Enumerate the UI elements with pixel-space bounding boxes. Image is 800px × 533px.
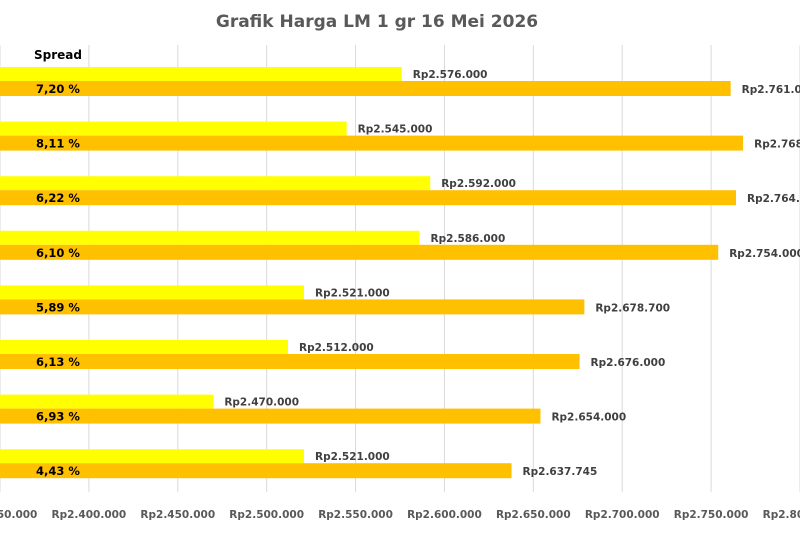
- bar-series-2: [0, 408, 541, 424]
- data-label-series-1: Rp2.592.000: [441, 178, 516, 190]
- bars: [0, 67, 744, 479]
- spread-header: Spread: [34, 48, 82, 62]
- spread-label: 6,22 %: [36, 191, 80, 205]
- spread-label: 7,20 %: [36, 82, 80, 96]
- spread-label: 6,93 %: [36, 410, 80, 424]
- bar-series-2: [0, 190, 736, 206]
- data-label-series-2: Rp2.654.000: [551, 412, 626, 424]
- bar-series-2: [0, 135, 744, 151]
- data-label-series-1: Rp2.545.000: [358, 124, 433, 136]
- bar-series-2: [0, 244, 719, 260]
- x-tick-label: Rp2.450.000: [140, 509, 215, 521]
- spread-labels: 7,20 % 8,11 % 6,22 % 6,10 % 5,89 % 6,13 % 6,93…: [36, 82, 80, 478]
- bar-series-1: [0, 230, 420, 245]
- x-tick-label: Rp2.700.000: [585, 509, 660, 521]
- bar-series-1: [0, 394, 214, 409]
- bar-series-1: [0, 340, 288, 354]
- bar-series-1: [0, 121, 347, 136]
- bar-series-1: [0, 176, 431, 191]
- spread-label: 6,13 %: [36, 355, 80, 369]
- data-label-series-2: Rp2.754.000: [729, 248, 800, 260]
- x-axis-ticks: Rp2.350.000 Rp2.400.000 Rp2.450.000 Rp2.500…: [0, 509, 800, 521]
- spread-label: 4,43 %: [36, 464, 80, 478]
- gridlines: [0, 45, 800, 492]
- bar-series-2: [0, 463, 512, 479]
- spread-label: 6,10 %: [36, 246, 80, 260]
- x-tick-label: Rp2.400.000: [52, 509, 127, 521]
- x-tick-label: Rp2.350.000: [0, 509, 37, 521]
- data-label-series-2: Rp2.678.700: [595, 302, 670, 314]
- x-tick-label: Rp2.500.000: [229, 509, 304, 521]
- bar-series-2: [0, 81, 731, 96]
- data-label-series-2: Rp2.761.000: [742, 84, 800, 96]
- spread-label: 5,89 %: [36, 300, 80, 314]
- spread-label: 8,11 %: [36, 137, 80, 151]
- chart-title: Grafik Harga LM 1 gr 16 Mei 2026: [216, 12, 538, 32]
- data-label-series-2: Rp2.768.000: [754, 139, 800, 151]
- x-tick-label: Rp2.750.000: [674, 509, 749, 521]
- x-tick-label: Rp2.800.000: [763, 509, 800, 521]
- data-labels: Rp2.576.000 Rp2.761.000 Rp2.545.000 Rp2.768…: [224, 69, 800, 478]
- data-label-series-1: Rp2.521.000: [315, 287, 390, 299]
- bar-series-1: [0, 67, 402, 81]
- data-label-series-1: Rp2.512.000: [299, 342, 374, 354]
- bar-series-1: [0, 449, 304, 464]
- data-label-series-2: Rp2.764.000: [747, 193, 800, 205]
- data-label-series-1: Rp2.586.000: [431, 233, 506, 245]
- data-label-series-1: Rp2.576.000: [413, 69, 488, 81]
- bar-series-2: [0, 299, 585, 315]
- data-label-series-2: Rp2.676.000: [591, 357, 666, 369]
- bar-series-1: [0, 285, 304, 300]
- x-tick-label: Rp2.550.000: [318, 509, 393, 521]
- data-label-series-1: Rp2.521.000: [315, 451, 390, 463]
- bar-series-2: [0, 354, 580, 369]
- data-label-series-2: Rp2.637.745: [523, 466, 598, 478]
- x-tick-label: Rp2.650.000: [496, 509, 571, 521]
- x-tick-label: Rp2.600.000: [407, 509, 482, 521]
- data-label-series-1: Rp2.470.000: [224, 397, 299, 409]
